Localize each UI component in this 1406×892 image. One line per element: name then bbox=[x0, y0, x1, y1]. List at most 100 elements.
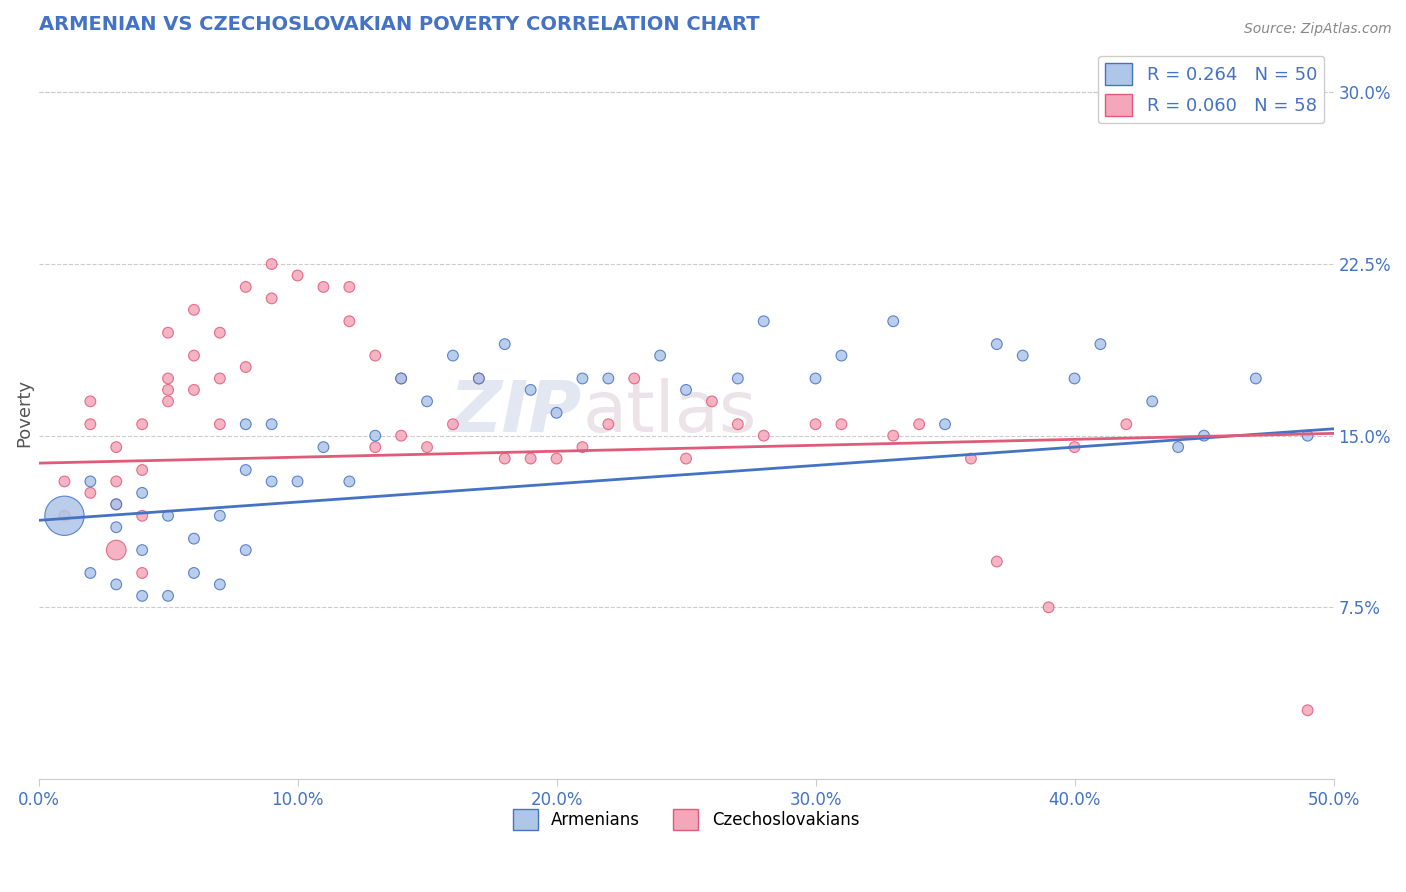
Point bbox=[337, 314, 360, 328]
Point bbox=[519, 383, 541, 397]
Point bbox=[986, 337, 1008, 351]
Point bbox=[157, 326, 180, 340]
Point bbox=[571, 440, 593, 454]
Point bbox=[183, 349, 205, 363]
Point bbox=[571, 371, 593, 385]
Point bbox=[389, 428, 412, 442]
Point bbox=[727, 417, 749, 432]
Point bbox=[675, 451, 697, 466]
Point bbox=[105, 440, 128, 454]
Point bbox=[312, 440, 335, 454]
Point bbox=[908, 417, 931, 432]
Point bbox=[468, 371, 491, 385]
Point bbox=[208, 417, 231, 432]
Point bbox=[1063, 440, 1085, 454]
Point bbox=[131, 508, 153, 523]
Point bbox=[208, 577, 231, 591]
Point bbox=[79, 394, 101, 409]
Point bbox=[882, 314, 904, 328]
Point bbox=[131, 486, 153, 500]
Point bbox=[546, 451, 568, 466]
Point bbox=[1296, 428, 1319, 442]
Point bbox=[727, 371, 749, 385]
Point bbox=[235, 359, 257, 374]
Point bbox=[79, 566, 101, 580]
Point bbox=[389, 371, 412, 385]
Point bbox=[131, 589, 153, 603]
Point bbox=[260, 257, 283, 271]
Point bbox=[183, 383, 205, 397]
Point bbox=[157, 508, 180, 523]
Point bbox=[287, 268, 309, 283]
Point bbox=[364, 440, 387, 454]
Point bbox=[1115, 417, 1137, 432]
Point bbox=[804, 417, 827, 432]
Point bbox=[131, 417, 153, 432]
Point bbox=[1192, 428, 1215, 442]
Point bbox=[494, 451, 516, 466]
Point bbox=[53, 475, 76, 489]
Point bbox=[546, 406, 568, 420]
Point bbox=[131, 543, 153, 558]
Point bbox=[700, 394, 723, 409]
Point bbox=[598, 371, 620, 385]
Point bbox=[752, 314, 775, 328]
Point bbox=[208, 371, 231, 385]
Point bbox=[468, 371, 491, 385]
Point bbox=[105, 497, 128, 511]
Point bbox=[260, 417, 283, 432]
Point bbox=[105, 520, 128, 534]
Point bbox=[105, 577, 128, 591]
Text: ZIP: ZIP bbox=[450, 378, 582, 447]
Point bbox=[986, 555, 1008, 569]
Point bbox=[208, 326, 231, 340]
Point bbox=[235, 417, 257, 432]
Point bbox=[1090, 337, 1112, 351]
Point bbox=[494, 337, 516, 351]
Text: atlas: atlas bbox=[582, 378, 756, 447]
Text: ARMENIAN VS CZECHOSLOVAKIAN POVERTY CORRELATION CHART: ARMENIAN VS CZECHOSLOVAKIAN POVERTY CORR… bbox=[38, 15, 759, 34]
Point bbox=[1063, 371, 1085, 385]
Point bbox=[105, 475, 128, 489]
Point bbox=[416, 440, 439, 454]
Point bbox=[260, 292, 283, 306]
Point bbox=[235, 543, 257, 558]
Point bbox=[1167, 440, 1189, 454]
Point bbox=[79, 417, 101, 432]
Point bbox=[364, 428, 387, 442]
Point bbox=[157, 371, 180, 385]
Point bbox=[416, 394, 439, 409]
Point bbox=[934, 417, 956, 432]
Point bbox=[1142, 394, 1164, 409]
Point bbox=[882, 428, 904, 442]
Point bbox=[389, 371, 412, 385]
Point bbox=[53, 508, 76, 523]
Point bbox=[235, 463, 257, 477]
Point bbox=[79, 486, 101, 500]
Point bbox=[441, 417, 464, 432]
Point bbox=[312, 280, 335, 294]
Point bbox=[1011, 349, 1033, 363]
Point bbox=[183, 302, 205, 317]
Point bbox=[157, 589, 180, 603]
Point bbox=[208, 508, 231, 523]
Point bbox=[623, 371, 645, 385]
Point bbox=[519, 451, 541, 466]
Point bbox=[105, 543, 128, 558]
Point bbox=[131, 463, 153, 477]
Point bbox=[337, 280, 360, 294]
Y-axis label: Poverty: Poverty bbox=[15, 379, 32, 447]
Point bbox=[675, 383, 697, 397]
Point bbox=[105, 497, 128, 511]
Point bbox=[260, 475, 283, 489]
Text: Source: ZipAtlas.com: Source: ZipAtlas.com bbox=[1244, 22, 1392, 37]
Point bbox=[1244, 371, 1267, 385]
Point bbox=[598, 417, 620, 432]
Point bbox=[650, 349, 672, 363]
Point bbox=[364, 349, 387, 363]
Point bbox=[804, 371, 827, 385]
Legend: Armenians, Czechoslovakians: Armenians, Czechoslovakians bbox=[506, 803, 866, 837]
Point bbox=[157, 383, 180, 397]
Point bbox=[131, 566, 153, 580]
Point bbox=[337, 475, 360, 489]
